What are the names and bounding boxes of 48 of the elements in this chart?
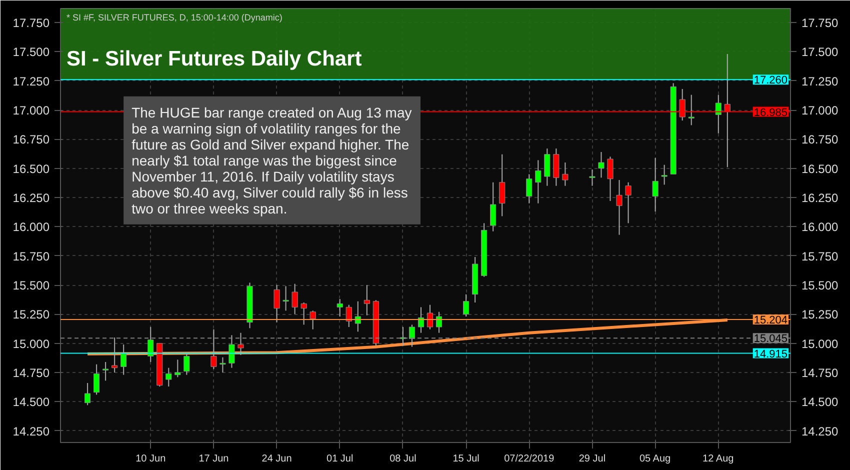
y-tick-label: 17.250 <box>12 74 50 88</box>
chart-subtitle: * SI #F, SILVER FUTURES, D, 15:00-14:00 (Dynamic) <box>66 12 282 22</box>
ref-line-label: 17.260 <box>754 74 788 87</box>
y2-tick-label: 16.500 <box>802 162 839 176</box>
y2-tick-label: 15.750 <box>802 249 839 264</box>
y2-tick-label: 16.750 <box>802 132 839 147</box>
annotation: The HUGE bar range created on Aug 13 may be a warning sign of volatility ranges for the future as Gold and Silver expand higher. The nearly $1 total range was the biggest since November 11, 2016. If Daily volatility stays above $0.40 avg, Silver could rally $6 in less two or three weeks span. <box>132 104 412 216</box>
y-tick-label: 15.000 <box>12 336 50 351</box>
x-tick-label: 05 Aug <box>639 454 671 464</box>
y2-tick-label: 17.000 <box>802 104 839 118</box>
y2-tick-label: 17.500 <box>802 45 839 60</box>
y-tick-label: 15.500 <box>12 278 50 292</box>
x-tick-label: 17 Jun <box>198 454 229 464</box>
y2-tick-label: 15.000 <box>802 336 839 351</box>
y-tick-label: 16.250 <box>12 191 50 205</box>
y-tick-label: 14.250 <box>12 424 50 438</box>
y-tick-label: 16.750 <box>12 132 50 147</box>
y2-tick-label: 17.750 <box>802 16 839 30</box>
y2-tick-label: 16.250 <box>802 191 839 205</box>
ref-line-label: 16.985 <box>754 106 788 119</box>
y-tick-label: 15.750 <box>12 249 50 264</box>
ref-line-label: 15.204 <box>754 314 788 327</box>
y-tick-label: 17.750 <box>12 16 50 30</box>
x-tick-label: 12 Aug <box>702 454 734 464</box>
x-tick-label: 01 Jul <box>326 454 354 464</box>
y-tick-label: 17.000 <box>12 104 50 118</box>
x-tick-label: 24 Jun <box>262 454 292 464</box>
y-tick-label: 16.000 <box>12 220 50 234</box>
y2-tick-label: 14.250 <box>802 424 839 438</box>
x-tick-label: 15 Jul <box>452 454 480 464</box>
ref-line-label: 14.915 <box>754 348 788 360</box>
y-tick-label: 17.500 <box>12 45 50 60</box>
y2-tick-label: 16.000 <box>802 220 839 234</box>
x-tick-label: 29 Jul <box>578 454 606 464</box>
x-tick-label: 10 Jun <box>136 454 166 464</box>
x-tick-label: 07/22/2019 <box>504 454 555 464</box>
y-tick-label: 14.500 <box>12 395 50 410</box>
text: SI - Silver Futures Daily Chart <box>66 48 362 70</box>
y-tick-label: 14.750 <box>12 366 50 380</box>
y-tick-label: 15.250 <box>12 308 50 322</box>
ref-line-label: 15.045 <box>754 333 788 346</box>
y-tick-label: 16.500 <box>12 162 50 176</box>
y2-tick-label: 15.250 <box>802 308 839 322</box>
y2-tick-label: 15.500 <box>802 278 839 292</box>
y2-tick-label: 17.250 <box>802 74 839 88</box>
y2-tick-label: 14.500 <box>802 395 839 410</box>
x-tick-label: 08 Jul <box>390 454 416 464</box>
y2-tick-label: 14.750 <box>802 366 839 380</box>
